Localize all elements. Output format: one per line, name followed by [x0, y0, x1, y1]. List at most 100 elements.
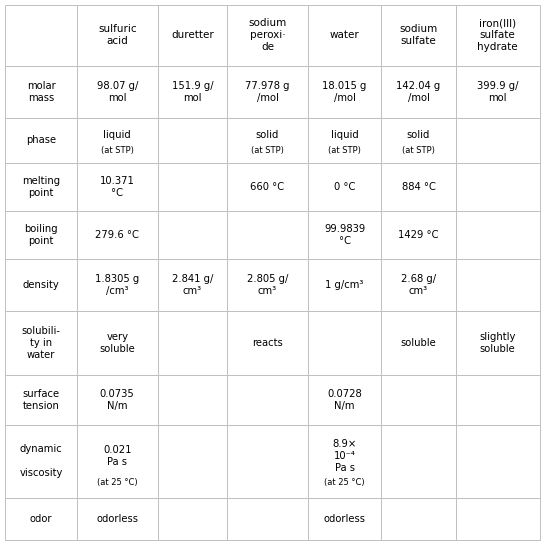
Bar: [5, 163, 77, 211]
Bar: [158, 5, 227, 65]
Text: 77.978 g
/mol: 77.978 g /mol: [245, 81, 290, 102]
Text: duretter: duretter: [171, 31, 214, 40]
Text: 1429 °C: 1429 °C: [398, 230, 439, 240]
Bar: [308, 311, 381, 374]
Text: 1.8305 g
/cm³: 1.8305 g /cm³: [95, 274, 140, 296]
Bar: [227, 118, 308, 163]
Bar: [158, 118, 227, 163]
Text: water: water: [330, 31, 359, 40]
Text: reacts: reacts: [252, 338, 283, 348]
Bar: [381, 498, 456, 540]
Bar: [227, 65, 308, 118]
Bar: [227, 311, 308, 374]
Bar: [456, 163, 540, 211]
Text: liquid: liquid: [104, 130, 131, 140]
Text: (at STP): (at STP): [402, 146, 435, 155]
Bar: [5, 211, 77, 259]
Text: melting
point: melting point: [22, 176, 60, 198]
Text: 0.0728
N/m: 0.0728 N/m: [327, 389, 362, 411]
Text: (at STP): (at STP): [328, 146, 361, 155]
Text: (at STP): (at STP): [101, 146, 134, 155]
Text: 1 g/cm³: 1 g/cm³: [325, 280, 364, 290]
Text: 279.6 °C: 279.6 °C: [95, 230, 139, 240]
Bar: [77, 311, 158, 374]
Bar: [5, 118, 77, 163]
Bar: [5, 374, 77, 425]
Text: 151.9 g/
mol: 151.9 g/ mol: [172, 81, 213, 102]
Text: 18.015 g
/mol: 18.015 g /mol: [322, 81, 367, 102]
Text: 2.805 g/
cm³: 2.805 g/ cm³: [247, 274, 288, 296]
Text: 2.68 g/
cm³: 2.68 g/ cm³: [401, 274, 436, 296]
Bar: [381, 163, 456, 211]
Bar: [308, 65, 381, 118]
Text: (at 25 °C): (at 25 °C): [97, 477, 137, 487]
Bar: [227, 259, 308, 311]
Bar: [77, 259, 158, 311]
Text: boiling
point: boiling point: [25, 224, 58, 246]
Text: 0.021
Pa s: 0.021 Pa s: [103, 445, 131, 467]
Bar: [77, 498, 158, 540]
Bar: [456, 311, 540, 374]
Bar: [381, 65, 456, 118]
Bar: [5, 311, 77, 374]
Bar: [5, 5, 77, 65]
Bar: [456, 374, 540, 425]
Bar: [381, 211, 456, 259]
Bar: [308, 5, 381, 65]
Bar: [227, 498, 308, 540]
Bar: [227, 425, 308, 498]
Bar: [381, 259, 456, 311]
Bar: [158, 65, 227, 118]
Text: 142.04 g
/mol: 142.04 g /mol: [396, 81, 440, 102]
Bar: [456, 211, 540, 259]
Bar: [227, 374, 308, 425]
Bar: [456, 259, 540, 311]
Text: sodium
peroxi·
de: sodium peroxi· de: [249, 19, 287, 52]
Bar: [77, 65, 158, 118]
Text: 99.9839
°C: 99.9839 °C: [324, 224, 365, 246]
Text: molar
mass: molar mass: [27, 81, 56, 102]
Bar: [308, 118, 381, 163]
Text: 884 °C: 884 °C: [402, 182, 435, 192]
Text: odor: odor: [30, 514, 52, 524]
Bar: [308, 211, 381, 259]
Bar: [77, 5, 158, 65]
Text: 98.07 g/
mol: 98.07 g/ mol: [96, 81, 138, 102]
Text: sulfuric
acid: sulfuric acid: [98, 25, 137, 46]
Text: 8.9×
10⁻⁴
Pa s: 8.9× 10⁻⁴ Pa s: [332, 439, 356, 473]
Text: solid: solid: [407, 130, 430, 140]
Bar: [456, 5, 540, 65]
Bar: [308, 259, 381, 311]
Bar: [308, 425, 381, 498]
Bar: [158, 163, 227, 211]
Bar: [381, 311, 456, 374]
Text: odorless: odorless: [96, 514, 138, 524]
Text: sodium
sulfate: sodium sulfate: [399, 25, 438, 46]
Text: solubili-
ty in
water: solubili- ty in water: [22, 326, 60, 360]
Bar: [381, 425, 456, 498]
Text: (at STP): (at STP): [251, 146, 284, 155]
Text: slightly
soluble: slightly soluble: [480, 332, 516, 354]
Bar: [227, 163, 308, 211]
Bar: [5, 65, 77, 118]
Text: iron(III)
sulfate
hydrate: iron(III) sulfate hydrate: [477, 19, 518, 52]
Bar: [77, 425, 158, 498]
Text: solid: solid: [256, 130, 279, 140]
Text: 2.841 g/
cm³: 2.841 g/ cm³: [172, 274, 213, 296]
Bar: [158, 259, 227, 311]
Text: soluble: soluble: [401, 338, 437, 348]
Bar: [227, 5, 308, 65]
Bar: [77, 163, 158, 211]
Bar: [308, 163, 381, 211]
Text: liquid: liquid: [331, 130, 359, 140]
Text: surface
tension: surface tension: [22, 389, 60, 411]
Bar: [227, 211, 308, 259]
Bar: [308, 374, 381, 425]
Bar: [158, 311, 227, 374]
Text: odorless: odorless: [324, 514, 366, 524]
Text: 399.9 g/
mol: 399.9 g/ mol: [477, 81, 518, 102]
Bar: [158, 374, 227, 425]
Bar: [5, 498, 77, 540]
Bar: [381, 5, 456, 65]
Bar: [456, 498, 540, 540]
